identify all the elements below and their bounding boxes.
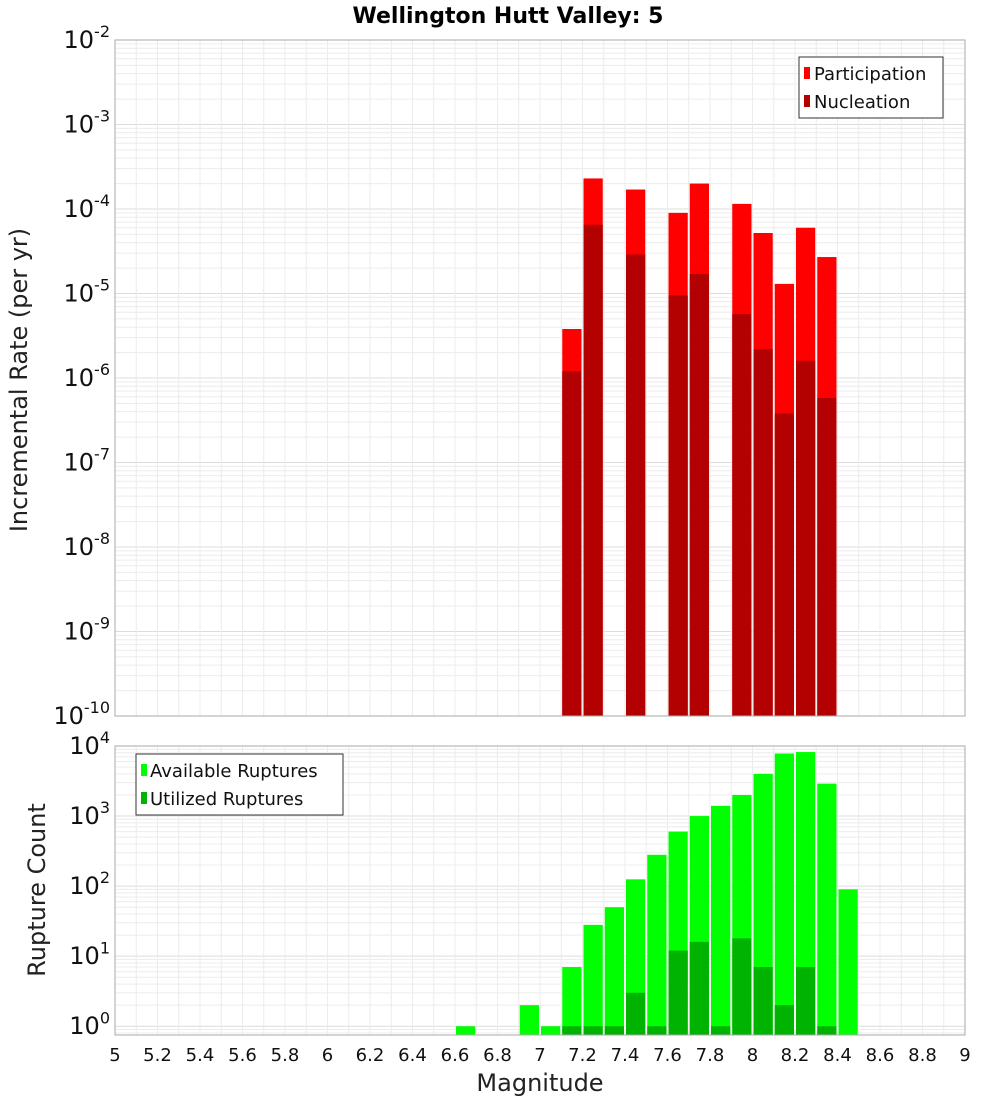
bottom-bar-series0 [817, 783, 837, 1035]
bottom-y-tick-label: 103 [69, 798, 110, 830]
top-y-tick-label: 10-8 [64, 529, 111, 561]
top-bar-series1 [583, 224, 603, 716]
x-tick-label: 7.8 [696, 1045, 725, 1066]
x-axis-label: Magnitude [476, 1069, 603, 1097]
top-bar-series1 [689, 274, 709, 716]
legend-label-participation: Participation [814, 64, 926, 85]
bottom-plot: 100 101 102 103 104 5 5.2 5.4 5.6 5.8 6 6.2 6.4 6.6 6… [23, 728, 971, 1097]
x-tick-label: 6 [322, 1045, 333, 1066]
top-bar-series1 [668, 295, 688, 716]
bottom-bar-series1 [796, 967, 816, 1035]
bottom-bar-series0 [456, 1026, 476, 1035]
bottom-bar-series0 [562, 967, 582, 1035]
bottom-bar-series0 [541, 1026, 561, 1035]
legend-swatch-nucleation [804, 95, 810, 107]
x-tick-label: 8.6 [866, 1045, 895, 1066]
bottom-bar-series1 [604, 1026, 624, 1035]
bottom-bar-series0 [711, 805, 731, 1035]
x-tick-label: 7.6 [653, 1045, 682, 1066]
x-tick-label: 7 [534, 1045, 545, 1066]
top-y-tick-label: 10-6 [64, 360, 111, 392]
top-plot-border [114, 39, 966, 717]
top-legend-box [798, 56, 944, 119]
x-tick-label: 8 [747, 1045, 758, 1066]
top-y-tick-label: 10-10 [53, 698, 110, 730]
x-tick-label: 7.2 [568, 1045, 597, 1066]
x-tick-label: 6.4 [398, 1045, 427, 1066]
top-bar-series1 [562, 371, 582, 716]
top-legend: Participation Nucleation [798, 56, 944, 119]
bottom-y-tick-label: 101 [69, 938, 110, 970]
bottom-bar-series0 [519, 1005, 539, 1035]
top-bar-series1 [626, 254, 646, 716]
x-tick-label: 6.8 [483, 1045, 512, 1066]
bottom-y-ticks: 100 101 102 103 104 [69, 728, 110, 1040]
top-y-tick-label: 10-4 [64, 191, 111, 223]
top-y-ticks: 10-10 10-9 10-8 10-7 10-6 10-5 10-4 10-3 10-2 [53, 22, 110, 730]
bottom-bar-series0 [774, 753, 794, 1035]
legend-swatch-participation [804, 67, 810, 79]
bottom-bar-series1 [562, 1026, 582, 1035]
x-tick-label: 5.2 [143, 1045, 172, 1066]
top-bar-series1 [796, 360, 816, 716]
top-y-tick-label: 10-5 [64, 276, 111, 308]
x-tick-label: 6.6 [441, 1045, 470, 1066]
top-gridlines [114, 40, 966, 717]
bottom-bar-series1 [732, 938, 752, 1035]
bottom-bar-series1 [583, 1026, 603, 1035]
bottom-bar-series1 [668, 950, 688, 1035]
x-ticks: 5 5.2 5.4 5.6 5.8 6 6.2 6.4 6.6 6.8 7 7.2 7.4 7.6 7.8 8… [109, 1045, 970, 1066]
bottom-legend: Available Ruptures Utilized Ruptures [135, 753, 344, 816]
bottom-y-tick-label: 104 [69, 728, 110, 760]
x-tick-label: 6.2 [356, 1045, 385, 1066]
x-tick-label: 7.4 [611, 1045, 640, 1066]
x-tick-label: 9 [959, 1045, 970, 1066]
top-plot: 10-10 10-9 10-8 10-7 10-6 10-5 10-4 10-3 10-2 In… [5, 22, 966, 730]
top-y-axis-label: Incremental Rate (per yr) [5, 228, 33, 532]
x-tick-label: 5.6 [228, 1045, 257, 1066]
bottom-bar-series1 [753, 967, 773, 1035]
top-bar-series1 [732, 314, 752, 716]
top-y-tick-label: 10-2 [64, 22, 111, 54]
x-tick-label: 8.2 [781, 1045, 810, 1066]
x-tick-label: 8.4 [823, 1045, 852, 1066]
bottom-bars [456, 752, 858, 1035]
bottom-bar-series1 [817, 1026, 837, 1035]
bottom-plot-border [114, 745, 966, 1036]
x-tick-label: 5.8 [271, 1045, 300, 1066]
chart-title: Wellington Hutt Valley: 5 [353, 4, 664, 29]
bottom-bar-series1 [774, 1005, 794, 1035]
bottom-bar-series0 [796, 752, 816, 1035]
bottom-y-tick-label: 100 [69, 1008, 110, 1040]
x-tick-label: 8.8 [908, 1045, 937, 1066]
x-tick-label: 5 [109, 1045, 120, 1066]
bottom-bar-series1 [626, 992, 646, 1035]
top-bar-series1 [774, 413, 794, 716]
bottom-legend-box [135, 753, 344, 816]
legend-label-available: Available Ruptures [150, 761, 318, 782]
legend-label-nucleation: Nucleation [814, 92, 910, 113]
bottom-y-tick-label: 102 [69, 868, 110, 900]
legend-swatch-available [141, 764, 147, 776]
bottom-bar-series1 [689, 941, 709, 1035]
top-bar-series1 [753, 349, 773, 716]
legend-label-utilized: Utilized Ruptures [150, 789, 303, 810]
top-bars [562, 178, 837, 717]
bottom-y-axis-label: Rupture Count [23, 803, 51, 977]
bottom-bar-series1 [711, 1026, 731, 1035]
bottom-bar-series0 [838, 889, 858, 1035]
bottom-bar-series0 [647, 854, 667, 1035]
legend-swatch-utilized [141, 792, 147, 804]
bottom-bar-series0 [583, 924, 603, 1035]
top-y-tick-label: 10-7 [64, 445, 111, 477]
top-y-tick-label: 10-3 [64, 107, 111, 139]
bottom-bar-series1 [647, 1026, 667, 1035]
x-tick-label: 5.4 [186, 1045, 215, 1066]
top-bar-series1 [817, 397, 837, 716]
top-y-tick-label: 10-9 [64, 614, 111, 646]
bottom-bar-series0 [604, 907, 624, 1035]
